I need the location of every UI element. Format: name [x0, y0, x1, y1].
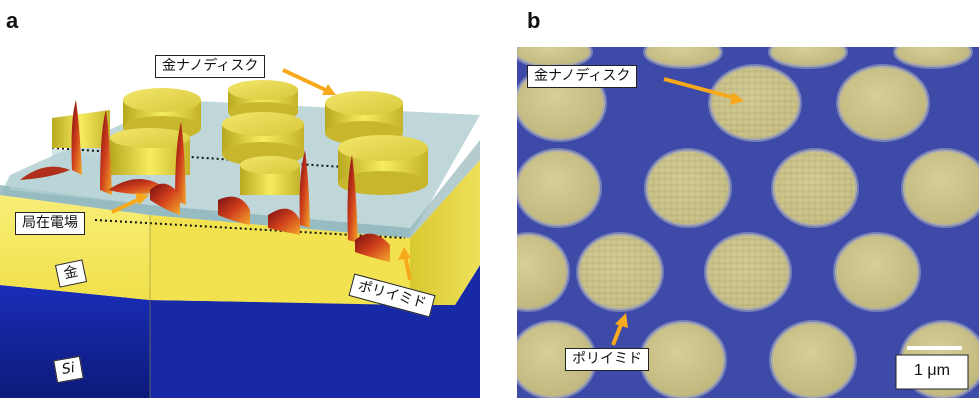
arrow-nanodisk-a — [282, 68, 336, 95]
arrow-local-field — [111, 193, 149, 214]
nanodisk-7-cut — [240, 156, 300, 195]
nanodisk-4 — [222, 112, 304, 166]
silicon-layer — [0, 285, 150, 398]
panel-b-letter: b — [527, 8, 541, 33]
panel-a-letter: a — [6, 8, 19, 33]
arrow-polyimide-b — [611, 313, 628, 346]
local-field-spikes — [20, 100, 390, 262]
arrow-polyimide-a — [398, 247, 412, 281]
label-nanodisk-a: 金ナノディスク — [155, 55, 266, 78]
nanodisk-6-cut — [52, 110, 190, 175]
scale-bar-label: 1 μm — [914, 362, 950, 379]
arrow-nanodisk-b — [663, 77, 744, 105]
gold-layer-right — [150, 215, 410, 305]
silicon-layer-right — [150, 265, 480, 398]
label-local-field: 局在電場 — [15, 212, 85, 235]
gold-layer-side — [410, 160, 480, 305]
interface-line-lower — [94, 219, 406, 239]
label-nanodisk-b: 金ナノディスク — [527, 65, 638, 88]
polyimide-side — [410, 140, 480, 238]
scale-bar-box — [895, 354, 969, 390]
label-polyimide-b: ポリイミド — [565, 348, 649, 371]
